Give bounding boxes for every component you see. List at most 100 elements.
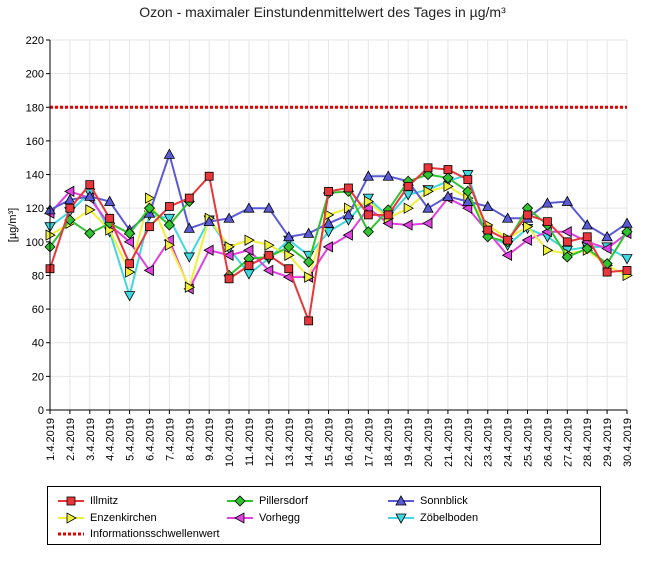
- data-point: [402, 219, 413, 231]
- data-point: [204, 171, 214, 181]
- x-tick-label: 30.4.2019: [622, 418, 634, 467]
- data-point: [66, 496, 76, 506]
- data-point: [184, 281, 196, 293]
- data-point: [66, 512, 77, 524]
- data-point: [84, 190, 96, 201]
- data-point: [561, 226, 572, 238]
- data-point: [561, 195, 573, 206]
- data-point: [501, 249, 513, 261]
- legend-item-pillersdorf: Pillersdorf: [225, 495, 308, 507]
- data-point: [264, 250, 274, 260]
- legend-item-vorhegg: Vorhegg: [225, 512, 300, 524]
- data-point: [501, 212, 514, 223]
- data-point: [402, 190, 414, 201]
- data-point: [183, 252, 195, 263]
- data-point: [363, 210, 373, 220]
- data-point: [223, 249, 234, 261]
- data-point: [363, 195, 375, 208]
- legend-label: Sonnblick: [420, 495, 468, 507]
- data-point: [422, 217, 433, 229]
- data-point: [322, 217, 335, 228]
- data-point: [383, 210, 393, 220]
- data-point: [423, 163, 433, 173]
- data-point: [184, 193, 194, 203]
- legend-marker-icon: [227, 512, 253, 524]
- data-point: [163, 219, 175, 231]
- data-point: [284, 249, 295, 261]
- y-tick-label: 40: [32, 338, 44, 350]
- data-point: [263, 202, 275, 213]
- data-point: [243, 269, 255, 280]
- data-point: [523, 210, 532, 220]
- data-point: [463, 175, 473, 184]
- legend-item-reference: Informationsschwellenwert: [56, 528, 220, 540]
- data-point: [541, 197, 554, 208]
- x-tick-label: 9.4.2019: [204, 418, 216, 461]
- data-point: [105, 213, 115, 223]
- data-point: [442, 172, 454, 184]
- x-tick-label: 27.4.2019: [562, 418, 574, 467]
- x-tick-label: 11.4.2019: [244, 418, 256, 466]
- data-point: [403, 202, 414, 214]
- data-point: [203, 215, 215, 227]
- x-tick-label: 14.4.2019: [304, 418, 316, 467]
- data-point: [283, 230, 295, 242]
- x-tick-label: 25.4.2019: [523, 418, 535, 467]
- data-point: [382, 170, 394, 181]
- data-point: [124, 227, 136, 239]
- data-point: [462, 170, 474, 181]
- legend-label: Informationsschwellenwert: [90, 528, 220, 540]
- data-point: [163, 213, 176, 225]
- data-point: [123, 236, 134, 248]
- y-tick-label: 60: [32, 304, 44, 316]
- data-point: [243, 202, 255, 213]
- legend-marker-icon: [388, 513, 414, 524]
- data-point: [263, 264, 274, 277]
- legend-dotted-line-icon: [58, 532, 84, 536]
- data-point: [322, 227, 335, 238]
- series-vorhegg: [44, 185, 632, 295]
- x-tick-label: 13.4.2019: [284, 418, 296, 467]
- data-point: [543, 244, 554, 256]
- data-point: [621, 226, 633, 238]
- y-tick-label: 200: [26, 69, 44, 81]
- data-point: [622, 266, 632, 275]
- y-axis-label: [µg/m³]: [7, 208, 19, 242]
- data-point: [224, 241, 235, 253]
- legend-label: Illmitz: [90, 495, 119, 507]
- legend-marker-icon: [58, 512, 84, 524]
- data-point: [244, 260, 254, 270]
- data-point: [621, 254, 633, 265]
- x-tick-label: 22.4.2019: [463, 418, 475, 467]
- legend-marker-icon: [388, 495, 414, 506]
- x-tick-label: 10.4.2019: [224, 418, 236, 467]
- data-point: [104, 195, 116, 206]
- data-point: [422, 202, 434, 213]
- x-tick-label: 4.4.2019: [105, 418, 117, 461]
- x-tick-label: 20.4.2019: [423, 418, 435, 467]
- legend-item-sonnblick: Sonnblick: [386, 495, 468, 507]
- data-point: [521, 234, 532, 246]
- data-point: [561, 251, 573, 263]
- data-point: [64, 185, 75, 198]
- chart-area: 0 20 40 60 80 100 120 140 160 180 200 220 1.4.2019 2.…: [7, 35, 634, 467]
- x-tick-label: 28.4.2019: [582, 418, 594, 467]
- x-tick-label: 24.4.2019: [503, 418, 515, 467]
- x-tick-label: 17.4.2019: [363, 418, 375, 467]
- data-point: [143, 264, 154, 277]
- data-point: [183, 222, 195, 233]
- data-point: [395, 513, 407, 524]
- data-point: [85, 180, 95, 190]
- x-tick-label: 15.4.2019: [324, 418, 336, 467]
- data-point: [543, 217, 552, 227]
- data-point: [65, 203, 75, 213]
- y-tick-label: 0: [38, 405, 44, 417]
- legend-item-enzenkirchen: Enzenkirchen: [56, 512, 157, 524]
- data-point: [243, 244, 254, 256]
- axes: 0 20 40 60 80 100 120 140 160 180 200 220 1.4.2019 2.…: [26, 35, 634, 467]
- series-group: [44, 148, 633, 326]
- data-point: [362, 170, 375, 181]
- data-point: [503, 235, 513, 245]
- x-tick-label: 7.4.2019: [164, 418, 176, 461]
- y-tick-label: 220: [26, 35, 44, 47]
